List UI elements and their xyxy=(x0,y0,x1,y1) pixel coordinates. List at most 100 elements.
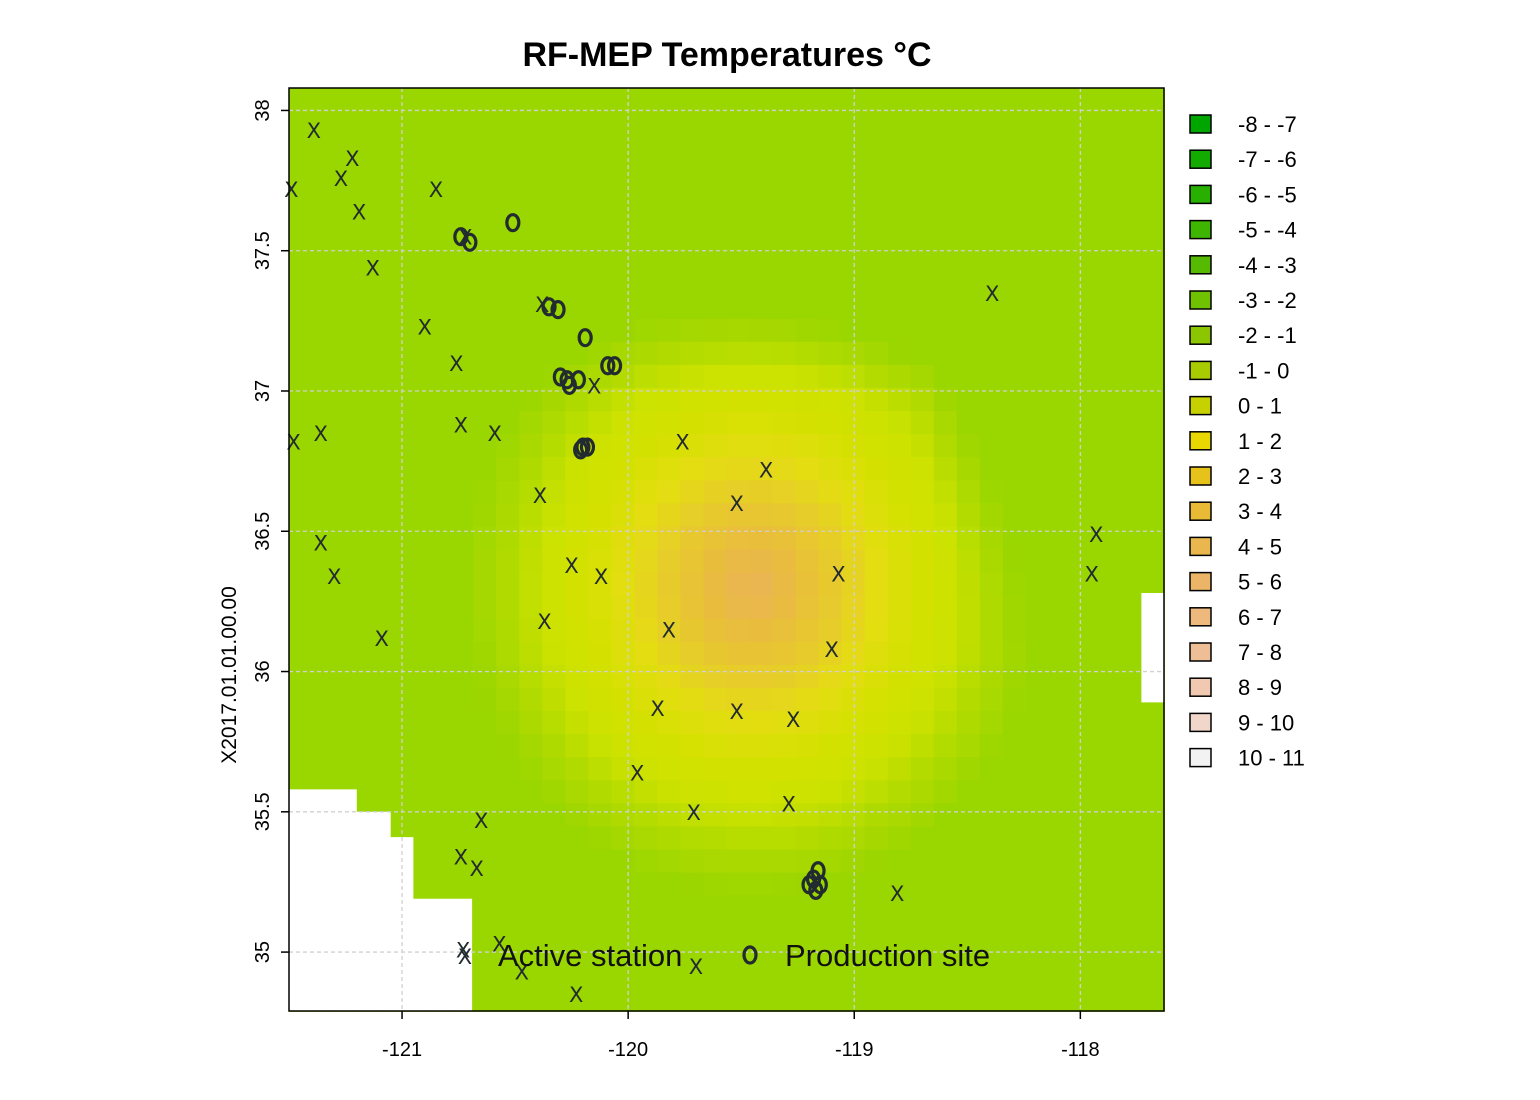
raster-cell xyxy=(450,434,474,458)
raster-cell xyxy=(427,434,451,458)
raster-cell xyxy=(1141,826,1165,851)
raster-cell xyxy=(542,757,567,782)
raster-cell xyxy=(634,687,659,712)
raster-cell xyxy=(335,664,359,689)
raster-cell xyxy=(381,549,405,574)
raster-cell xyxy=(519,964,544,989)
raster-cell xyxy=(565,987,590,1012)
raster-cell xyxy=(864,364,889,389)
raster-cell xyxy=(680,687,705,712)
raster-cell xyxy=(1094,711,1119,735)
raster-cell xyxy=(1141,411,1165,435)
raster-cell xyxy=(588,180,613,205)
raster-cell xyxy=(703,641,728,666)
raster-cell xyxy=(381,687,405,712)
raster-cell xyxy=(519,780,544,805)
raster-cell xyxy=(1025,803,1050,828)
raster-cell xyxy=(979,341,1004,366)
raster-cell xyxy=(933,526,958,551)
raster-cell xyxy=(657,480,682,505)
raster-cell xyxy=(1002,734,1027,758)
raster-cell xyxy=(1048,757,1073,782)
raster-cell xyxy=(381,480,405,505)
raster-cell xyxy=(795,618,820,643)
raster-cell xyxy=(772,364,797,389)
y-tick-label: 37 xyxy=(252,380,274,402)
raster-cell xyxy=(979,388,1004,412)
raster-cell xyxy=(634,480,659,505)
raster-cell xyxy=(956,134,981,159)
raster-cell xyxy=(933,872,958,897)
raster-cell xyxy=(1141,388,1165,412)
raster-cell xyxy=(887,964,912,989)
active-station-marker: X xyxy=(662,618,676,642)
raster-cell xyxy=(818,803,843,828)
raster-cell xyxy=(703,457,728,482)
raster-cell xyxy=(680,111,705,135)
raster-cell xyxy=(473,549,497,574)
raster-cell xyxy=(588,595,613,620)
raster-cell xyxy=(542,964,567,989)
raster-cell xyxy=(289,203,313,228)
raster-cell xyxy=(450,249,474,274)
raster-cell xyxy=(1094,826,1119,851)
raster-cell xyxy=(680,711,705,735)
raster-cell xyxy=(427,734,451,758)
raster-cell xyxy=(864,734,889,758)
raster-cell xyxy=(841,203,866,228)
raster-cell xyxy=(473,918,497,943)
raster-cell xyxy=(427,641,451,666)
raster-cell xyxy=(404,526,428,551)
raster-cell xyxy=(565,572,590,597)
raster-cell xyxy=(427,687,451,712)
raster-cell xyxy=(611,457,636,482)
raster-cell xyxy=(1117,503,1142,528)
color-legend: -8 - -7-7 - -6-6 - -5-5 - -4-4 - -3-3 - … xyxy=(1189,112,1305,771)
raster-cell xyxy=(956,803,981,828)
raster-cell xyxy=(519,457,544,482)
raster-cell xyxy=(657,457,682,482)
raster-cell xyxy=(611,757,636,782)
raster-cell xyxy=(496,318,520,343)
raster-cell xyxy=(1117,434,1142,458)
raster-cell xyxy=(933,341,958,366)
raster-cell xyxy=(841,526,866,551)
raster-cell xyxy=(450,364,474,389)
legend-label: 9 - 10 xyxy=(1238,710,1294,735)
raster-cell xyxy=(1025,734,1050,758)
raster-cell xyxy=(1025,111,1050,135)
raster-cell xyxy=(956,203,981,228)
raster-cell xyxy=(887,434,912,458)
raster-cell xyxy=(611,826,636,851)
raster-cell xyxy=(1048,203,1073,228)
raster-cell xyxy=(841,503,866,528)
raster-cell xyxy=(818,434,843,458)
raster-cell xyxy=(358,757,382,782)
active-station-marker: X xyxy=(675,430,689,454)
raster-cell xyxy=(312,549,336,574)
raster-cell xyxy=(289,249,313,274)
x-tick-label: -119 xyxy=(835,1039,874,1061)
raster-cell xyxy=(1094,780,1119,805)
active-station-marker: X xyxy=(786,708,800,732)
raster-cell xyxy=(910,664,935,689)
raster-cell xyxy=(496,249,520,274)
raster-cell xyxy=(795,411,820,435)
raster-cell xyxy=(1071,226,1096,251)
raster-cell xyxy=(496,388,520,412)
raster-cell xyxy=(956,341,981,366)
raster-cell xyxy=(519,895,544,920)
raster-cell xyxy=(956,157,981,182)
raster-cell xyxy=(864,295,889,320)
raster-cell xyxy=(496,295,520,320)
raster-cell xyxy=(841,157,866,182)
raster-cell xyxy=(726,318,751,343)
raster-cell xyxy=(496,411,520,435)
raster-cell xyxy=(450,411,474,435)
raster-cell xyxy=(312,757,336,782)
raster-cell xyxy=(1002,780,1027,805)
raster-cell xyxy=(841,249,866,274)
raster-cell xyxy=(841,364,866,389)
raster-cell xyxy=(404,364,428,389)
raster-cell xyxy=(818,595,843,620)
